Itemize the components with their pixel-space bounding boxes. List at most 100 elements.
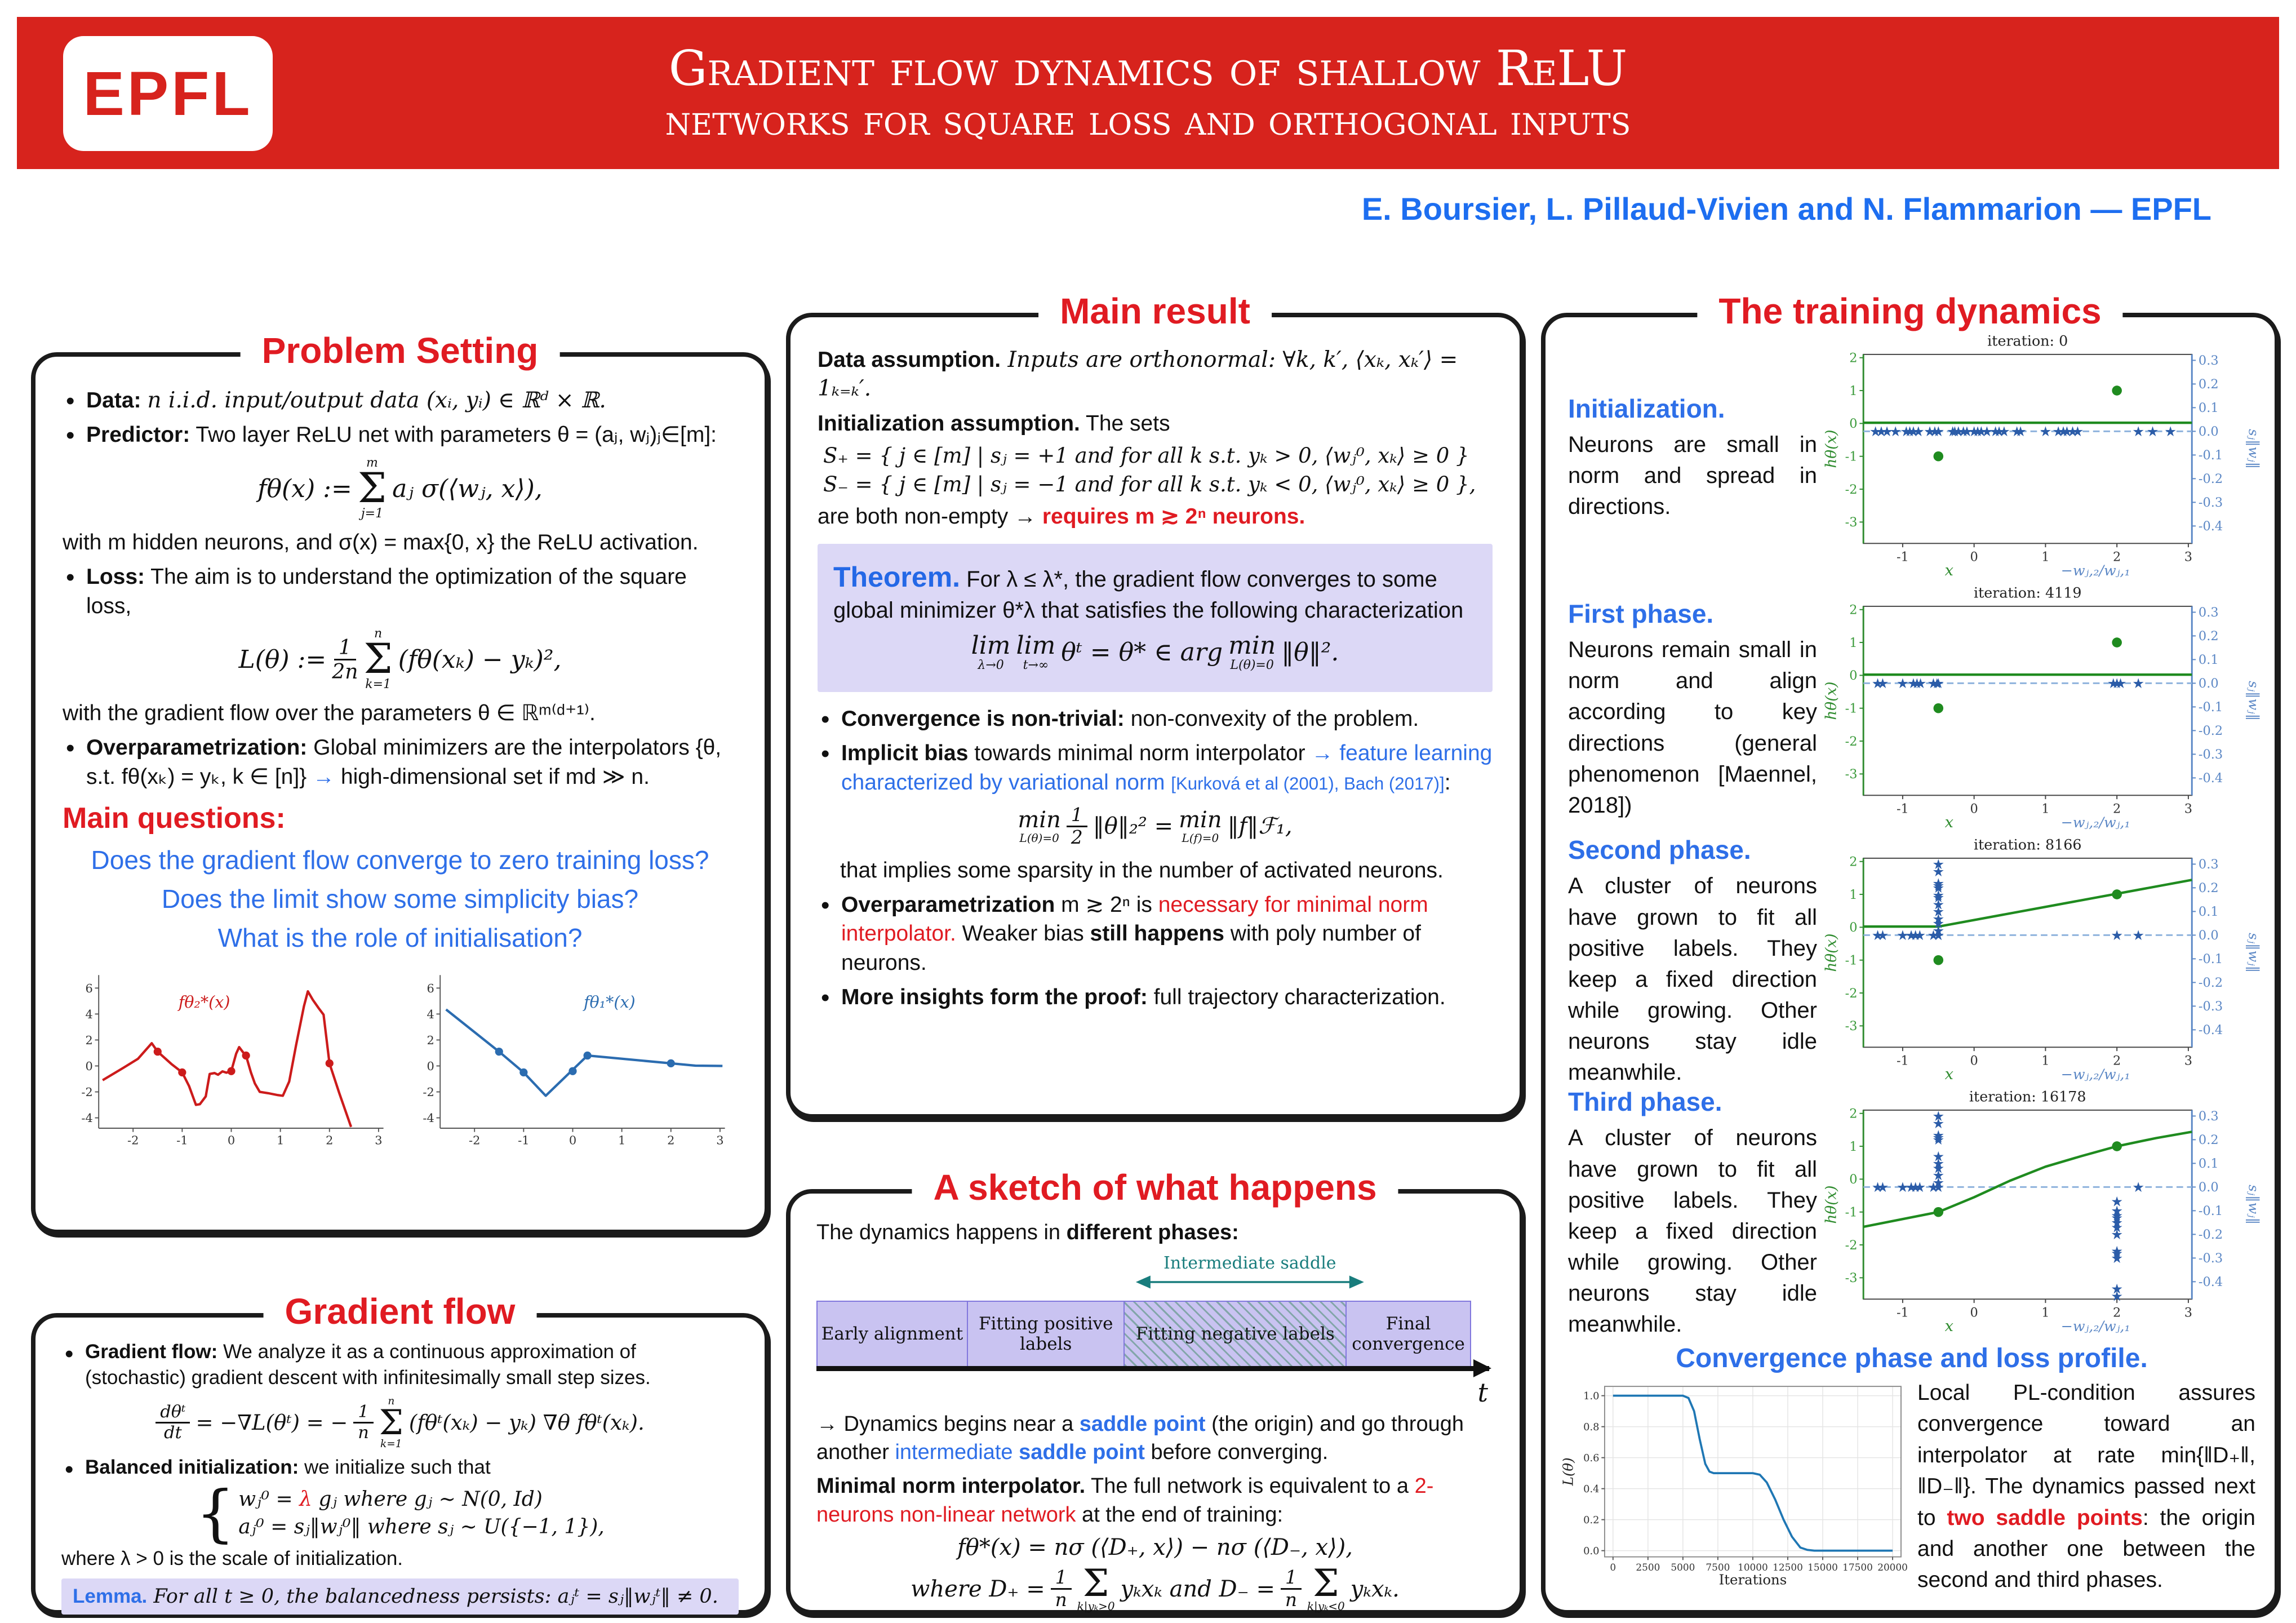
- phase-text: First phase. Neurons remain small in nor…: [1560, 598, 1824, 821]
- svg-text:★: ★: [1905, 927, 1917, 943]
- svg-text:-2: -2: [423, 1085, 434, 1099]
- svg-text:3: 3: [2184, 1053, 2192, 1068]
- svg-text:1: 1: [2041, 1053, 2049, 1068]
- data-assumption-label: Data assumption.: [818, 348, 1001, 372]
- svg-text:0: 0: [427, 1059, 434, 1073]
- convergence-pre: Local PL-condition assures convergence t…: [1917, 1381, 2255, 1530]
- sketch-intro-pre: The dynamics happens in: [816, 1221, 1067, 1244]
- svg-text:hθ(x): hθ(x): [1824, 681, 1840, 720]
- svg-text:★: ★: [1947, 423, 1959, 440]
- svg-text:2500: 2500: [1636, 1562, 1660, 1573]
- svg-text:0.3: 0.3: [2199, 605, 2219, 620]
- svg-text:★: ★: [1931, 675, 1943, 691]
- svg-text:★: ★: [1909, 1179, 1922, 1195]
- svg-text:2: 2: [427, 1034, 434, 1047]
- svg-text:★: ★: [1957, 423, 1970, 440]
- nonempty-pre: are both non-empty →: [818, 504, 1042, 529]
- svg-text:0.3: 0.3: [2199, 1109, 2219, 1124]
- dynamics-plot-iteration-8166: iteration: 8166 2 1 0 -1 -2 -3 0.3 0.2 0.1 0.0 -0.1…: [1823, 834, 2263, 1090]
- svg-text:★: ★: [1904, 423, 1916, 440]
- phase-body: A cluster of neurons have grown to fit a…: [1568, 1125, 1817, 1337]
- phase-heading: Second phase.: [1568, 835, 1751, 865]
- svg-text:10000: 10000: [1738, 1562, 1768, 1573]
- svg-text:iteration: 4119: iteration: 4119: [1974, 584, 2081, 601]
- svg-text:0: 0: [1970, 1053, 1978, 1068]
- overparam-arrow: →: [313, 764, 335, 789]
- svg-text:0.3: 0.3: [2199, 353, 2219, 368]
- question-1: Does the gradient flow converge to zero …: [91, 845, 709, 875]
- svg-text:4: 4: [85, 1008, 92, 1021]
- bullet-loss: Loss: The aim is to understand the optim…: [63, 561, 738, 620]
- gf-text: We analyze it as a continuous approximat…: [85, 1341, 651, 1389]
- bullet-overparam-necessary: Overparametrization m ≳ 2ⁿ is necessary …: [818, 889, 1493, 977]
- data-label: Data:: [86, 388, 141, 413]
- svg-text:★: ★: [2107, 675, 2120, 691]
- svg-text:★: ★: [1897, 927, 1909, 943]
- svg-text:-1: -1: [176, 1134, 188, 1147]
- svg-text:4: 4: [427, 1008, 434, 1021]
- svg-text:Iterations: Iterations: [1719, 1572, 1787, 1588]
- main-questions-title: Main questions:: [63, 802, 286, 835]
- panel-problem-setting: Problem Setting Data: n i.i.d. input/out…: [31, 330, 769, 1234]
- svg-text:2: 2: [85, 1034, 92, 1047]
- timeline-segment-early-alignment: Early alignment: [818, 1302, 968, 1367]
- svg-text:-2: -2: [81, 1085, 92, 1099]
- svg-text:-1: -1: [1845, 449, 1858, 464]
- svg-text:★: ★: [1932, 1115, 1944, 1132]
- svg-text:-0.4: -0.4: [2199, 1023, 2223, 1037]
- svg-text:★: ★: [2111, 1250, 2123, 1266]
- overparam2-red: necessary for minimal norm interpolator.: [841, 892, 1428, 946]
- svg-text:-2: -2: [469, 1134, 480, 1147]
- data-text: n i.i.d. input/output data (xᵢ, yᵢ) ∈ ℝᵈ…: [147, 388, 606, 413]
- svg-text:★: ★: [1897, 1179, 1909, 1195]
- svg-text:-0.1: -0.1: [2199, 700, 2223, 715]
- svg-text:-3: -3: [1845, 767, 1858, 782]
- mni-post: at the end of training:: [1076, 1502, 1284, 1527]
- svg-text:★: ★: [1989, 423, 2002, 440]
- svg-text:★: ★: [1932, 1148, 1944, 1164]
- svg-text:★: ★: [1932, 1108, 1944, 1124]
- svg-text:-0.1: -0.1: [2199, 952, 2223, 966]
- svg-text:★: ★: [2067, 423, 2079, 440]
- mni-red: 2-neurons non-linear network: [816, 1474, 1434, 1527]
- svg-text:x: x: [1945, 1318, 1953, 1335]
- svg-text:0.2: 0.2: [1583, 1515, 1599, 1527]
- svg-text:★: ★: [1907, 423, 1920, 440]
- svg-text:7500: 7500: [1706, 1562, 1730, 1573]
- lemma-text: For all t ≥ 0, the balancedness persists…: [147, 1585, 718, 1608]
- svg-text:★: ★: [2111, 1281, 2123, 1297]
- mni-label: Minimal norm interpolator.: [816, 1474, 1086, 1498]
- implicit-bias-text: towards minimal norm interpolator: [968, 741, 1312, 766]
- phase-heading: First phase.: [1568, 598, 1714, 628]
- phase-row-second-phase: Second phase. A cluster of neurons have …: [1560, 834, 2263, 1090]
- svg-text:-4: -4: [81, 1111, 92, 1125]
- svg-text:-3: -3: [1845, 1019, 1858, 1034]
- gf-label: Gradient flow:: [85, 1341, 218, 1363]
- svg-text:-0.3: -0.3: [2199, 999, 2223, 1014]
- svg-text:★: ★: [2011, 423, 2023, 440]
- bi-text: we initialize such that: [304, 1456, 491, 1479]
- dynamics-plot-iteration-16178: iteration: 16178 2 1 0 -1 -2 -3 0.3 0.2 0.1 0.0 -0.…: [1823, 1086, 2263, 1342]
- svg-text:0.0: 0.0: [2199, 1180, 2219, 1195]
- phase-text: Second phase. A cluster of neurons have …: [1560, 835, 1824, 1088]
- svg-text:-1: -1: [1845, 953, 1858, 968]
- svg-text:0.2: 0.2: [2199, 1133, 2219, 1147]
- bullet-balanced-init: Balanced initialization: we initialize s…: [61, 1453, 739, 1486]
- svg-text:★: ★: [1932, 927, 1944, 943]
- svg-text:0.0: 0.0: [2199, 928, 2219, 943]
- svg-text:0: 0: [569, 1134, 576, 1147]
- svg-text:1: 1: [1849, 1139, 1857, 1154]
- svg-text:★: ★: [1932, 856, 1944, 872]
- time-axis-label: t: [1477, 1377, 1489, 1408]
- svg-text:★: ★: [1869, 423, 1882, 440]
- phase-heading: Third phase.: [1568, 1087, 1722, 1117]
- poster-title-line2: networks for square loss and orthogonal …: [665, 96, 1631, 145]
- svg-text:0: 0: [1849, 668, 1857, 683]
- phase-row-third-phase: Third phase. A cluster of neurons have g…: [1560, 1086, 2263, 1342]
- svg-text:★: ★: [1932, 1174, 1944, 1191]
- svg-text:1: 1: [277, 1134, 284, 1147]
- phase-row-first-phase: First phase. Neurons remain small in nor…: [1560, 584, 2263, 836]
- nonempty-line: are both non-empty → requires m ≳ 2ⁿ neu…: [818, 502, 1493, 531]
